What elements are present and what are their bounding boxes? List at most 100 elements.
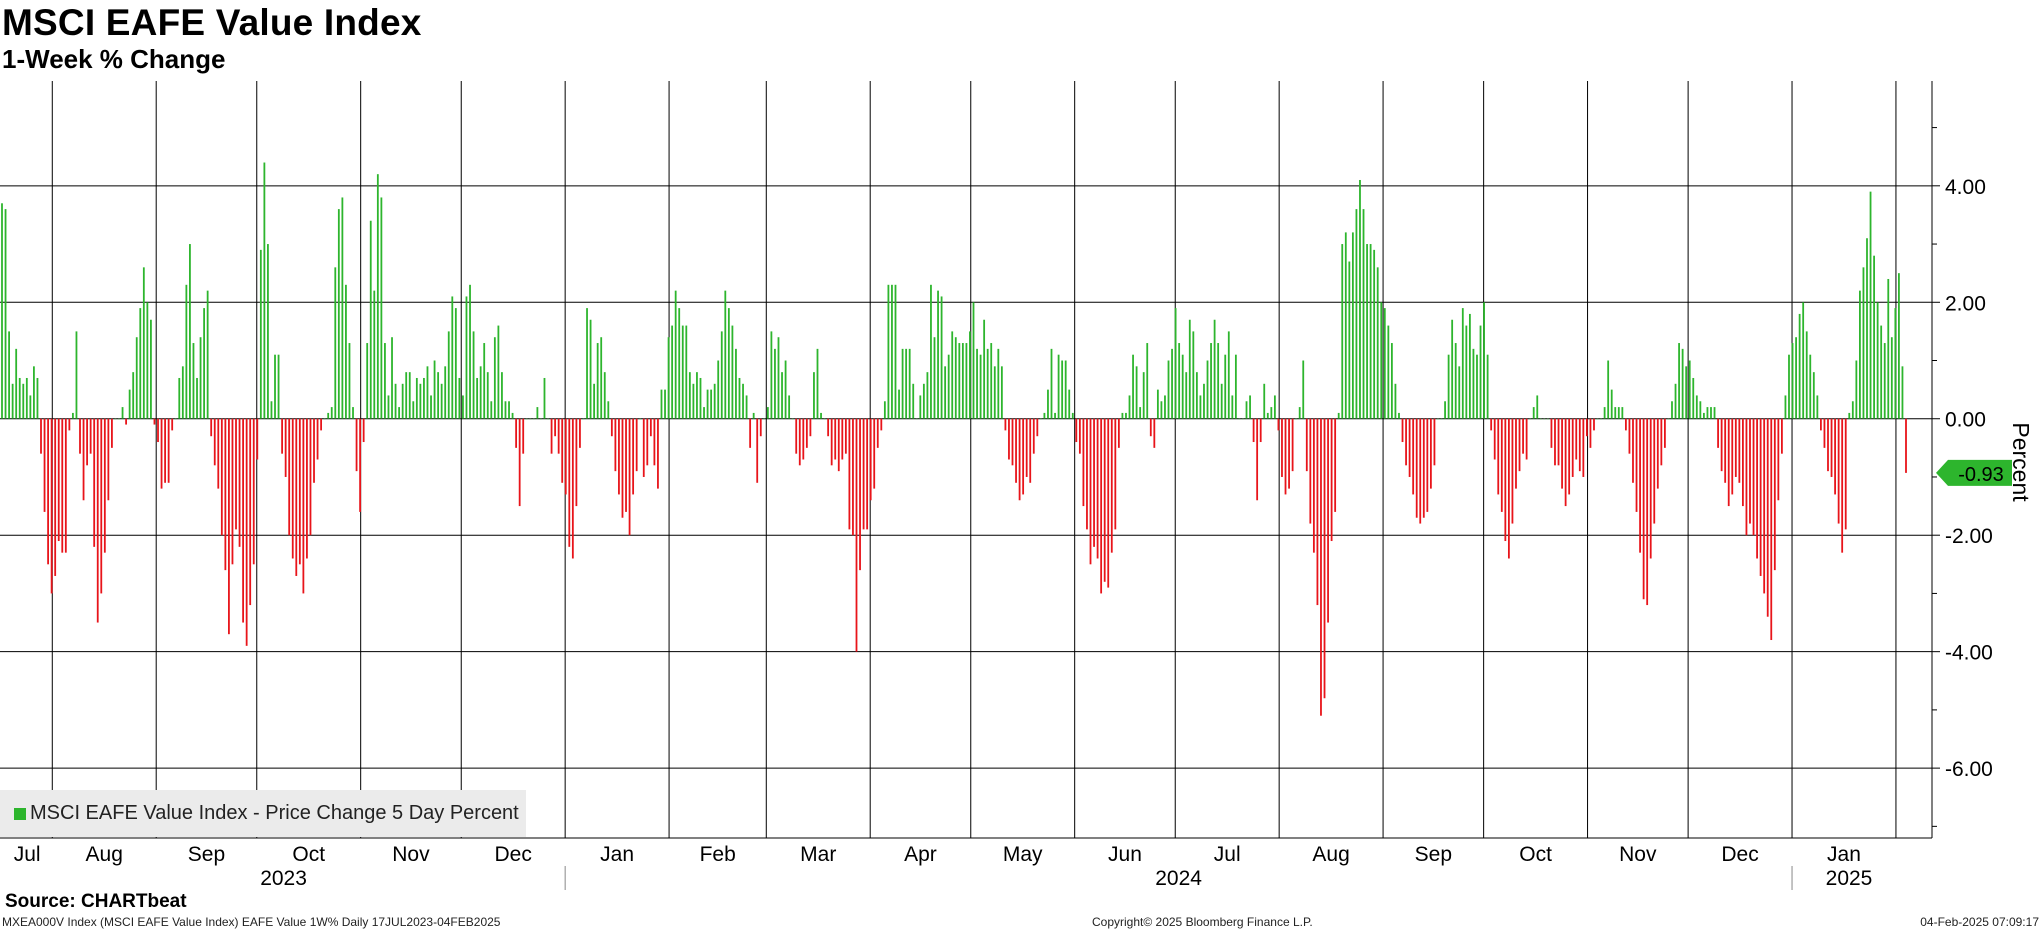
- bar: [1096, 418, 1099, 559]
- bar: [660, 389, 663, 419]
- bar: [571, 418, 574, 559]
- bar: [1029, 418, 1032, 483]
- bar: [692, 383, 695, 419]
- bar: [522, 418, 525, 454]
- bar: [593, 383, 596, 419]
- bar: [451, 296, 454, 419]
- bar: [313, 418, 315, 483]
- bar: [270, 401, 273, 419]
- bar: [1408, 418, 1411, 477]
- bar: [1660, 418, 1663, 466]
- bar: [139, 308, 142, 419]
- bar: [426, 366, 429, 419]
- bar: [1763, 418, 1766, 594]
- bar: [905, 348, 908, 419]
- bar: [1582, 418, 1585, 477]
- bar: [1841, 418, 1844, 553]
- bar: [1511, 418, 1514, 524]
- y-tick-label: 2.00: [1945, 292, 1986, 315]
- bar: [1054, 412, 1056, 419]
- bar: [1295, 418, 1298, 420]
- bar: [192, 343, 195, 419]
- bar: [440, 383, 443, 419]
- bar: [72, 412, 74, 419]
- bar: [54, 418, 57, 576]
- bar: [1249, 395, 1251, 419]
- bar: [490, 401, 493, 419]
- bar: [1621, 407, 1624, 419]
- bar: [118, 418, 120, 420]
- bar: [327, 412, 330, 419]
- bar: [157, 418, 159, 443]
- y-axis: 4.00 2.00 0.00 -2.00 -4.00 -6.00: [1932, 127, 1993, 827]
- bar: [1784, 395, 1787, 419]
- bar: [1710, 407, 1712, 419]
- bar: [607, 401, 610, 419]
- bar: [295, 418, 298, 576]
- bar: [362, 418, 365, 443]
- bar: [281, 418, 284, 454]
- bar: [1103, 418, 1106, 582]
- bar: [1000, 366, 1003, 419]
- bar: [1788, 354, 1790, 419]
- bar: [103, 418, 106, 553]
- y-tick-label: 4.00: [1945, 176, 1986, 199]
- bar: [525, 418, 528, 420]
- bar: [1468, 313, 1471, 419]
- bar: [766, 407, 769, 419]
- bar: [373, 290, 376, 419]
- x-month-label: Mar: [800, 843, 836, 866]
- bar: [848, 418, 851, 530]
- bar: [1015, 418, 1017, 483]
- bar: [359, 418, 362, 512]
- bar: [29, 395, 32, 419]
- bar: [1107, 418, 1110, 588]
- bar: [1390, 343, 1393, 419]
- bar: [930, 284, 932, 419]
- bar: [366, 343, 369, 419]
- bar: [866, 418, 869, 530]
- bar: [557, 418, 560, 454]
- bar: [1082, 418, 1085, 507]
- bar: [685, 325, 688, 419]
- bar: [1217, 343, 1220, 419]
- bar: [1444, 401, 1446, 419]
- bar: [1281, 418, 1283, 477]
- bar: [1114, 418, 1117, 530]
- bar: [1061, 360, 1064, 419]
- bar: [33, 366, 35, 419]
- bar: [4, 209, 7, 419]
- bar: [657, 418, 659, 489]
- bar: [1125, 412, 1127, 419]
- bar: [1855, 360, 1858, 419]
- bar: [841, 418, 844, 460]
- bar: [735, 348, 737, 419]
- bar: [1075, 418, 1078, 443]
- bar: [600, 337, 603, 419]
- x-month-label: Jan: [600, 843, 634, 866]
- bar: [749, 418, 752, 448]
- bar: [809, 418, 812, 437]
- bar: [969, 331, 971, 419]
- bar: [1476, 354, 1478, 419]
- bar: [947, 354, 950, 419]
- bar: [536, 407, 539, 419]
- bar: [876, 418, 879, 448]
- bar: [1717, 418, 1719, 448]
- bar: [1008, 418, 1010, 460]
- bar: [710, 389, 713, 419]
- bar: [713, 383, 716, 419]
- bar: [1039, 418, 1042, 420]
- legend-swatch: [14, 807, 26, 820]
- bar: [1288, 418, 1290, 489]
- bar: [1132, 354, 1134, 419]
- bar: [1224, 354, 1227, 419]
- bar: [178, 377, 181, 419]
- bar: [1837, 418, 1840, 524]
- bar: [1525, 418, 1528, 460]
- bar: [1011, 418, 1014, 466]
- bar: [518, 418, 521, 507]
- bar: [540, 418, 542, 420]
- bar: [380, 197, 383, 419]
- bar: [401, 383, 404, 419]
